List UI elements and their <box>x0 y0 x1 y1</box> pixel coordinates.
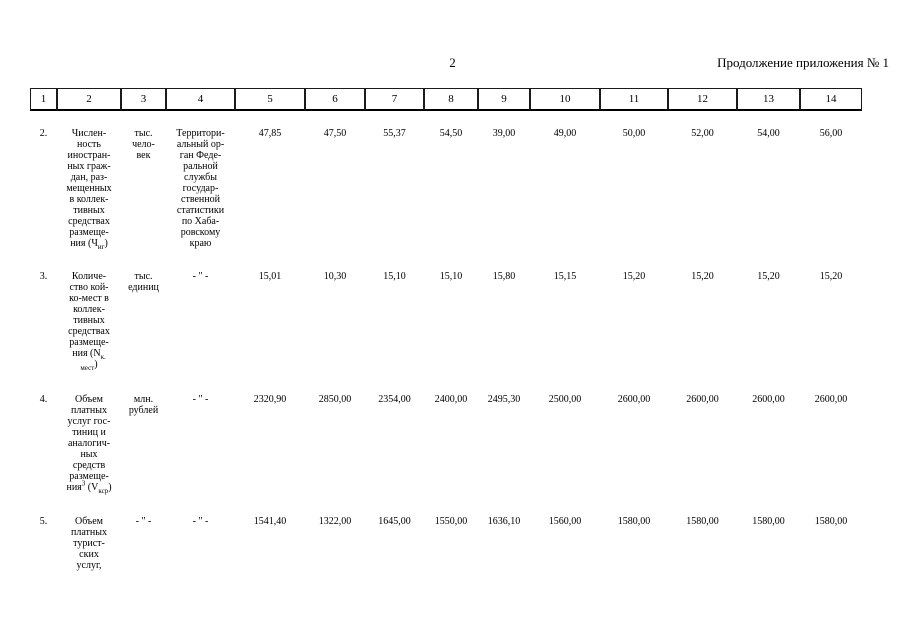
value-cell: 55,37 <box>383 128 406 139</box>
table-row: 2. Числен-ность иностран-ных граж-дан, ра… <box>30 111 862 271</box>
value-cell: 47,50 <box>323 128 347 139</box>
value-cell: 47,85 <box>258 128 282 139</box>
value-cell: 15,20 <box>757 271 780 282</box>
col-header-4: 4 <box>166 88 235 111</box>
value-cell: 15,20 <box>691 271 714 282</box>
page-number: 2 <box>449 55 456 70</box>
unit-cell: тыс. чело-век <box>132 128 155 161</box>
value-cell: 1580,00 <box>617 516 651 527</box>
value-cell: 39,00 <box>492 128 516 139</box>
value-cell: 49,00 <box>553 128 577 139</box>
value-cell: 15,20 <box>622 271 646 282</box>
row-number-cell: 5. <box>39 516 48 527</box>
unit-cell: - " - <box>135 516 152 527</box>
col-header-2: 2 <box>57 88 121 111</box>
row-number-cell: 3. <box>39 271 48 282</box>
value-cell: 1636,10 <box>487 516 521 527</box>
value-cell: 15,01 <box>258 271 282 282</box>
value-cell: 54,50 <box>439 128 463 139</box>
value-cell: 15,10 <box>383 271 406 282</box>
col-header-3: 3 <box>121 88 166 111</box>
value-cell: 15,20 <box>819 271 843 282</box>
continuation-label: Продолжение приложения № 1 <box>717 55 889 70</box>
table-row: 3. Количе-ство кой-ко-мест в коллек-тивны… <box>30 271 862 394</box>
value-cell: 52,00 <box>691 128 714 139</box>
value-cell: 2400,00 <box>434 394 468 405</box>
value-cell: 1580,00 <box>814 516 848 527</box>
source-cell: - " - <box>192 394 209 405</box>
value-cell: 2320,90 <box>253 394 287 405</box>
value-cell: 2850,00 <box>318 394 352 405</box>
value-cell: 15,15 <box>553 271 577 282</box>
value-cell: 50,00 <box>622 128 646 139</box>
value-cell: 54,00 <box>757 128 780 139</box>
unit-cell: млн. рублей <box>128 394 159 416</box>
value-cell: 2500,00 <box>548 394 582 405</box>
table-row: 5. Объем платных турист-ских услуг, - " - -… <box>30 516 862 626</box>
col-header-13: 13 <box>737 88 800 111</box>
col-header-9: 9 <box>478 88 530 111</box>
row-number-cell: 2. <box>39 128 48 139</box>
value-cell: 15,80 <box>492 271 516 282</box>
indicator-cell: Объем платных услуг гос-тиниц и аналогич-ны… <box>66 394 112 495</box>
column-number-header: 1 2 3 4 5 6 7 8 9 10 11 12 13 14 <box>30 88 862 111</box>
statistics-table: 1 2 3 4 5 6 7 8 9 10 11 12 13 14 2. Числ… <box>30 88 862 626</box>
source-cell: - " - <box>192 271 209 282</box>
indicator-cell: Объем платных турист-ских услуг, <box>71 516 107 571</box>
value-cell: 1580,00 <box>686 516 719 527</box>
col-header-6: 6 <box>305 88 365 111</box>
value-cell: 1580,00 <box>752 516 785 527</box>
col-header-7: 7 <box>365 88 424 111</box>
page-header: 2 Продолжение приложения № 1 <box>0 55 905 71</box>
value-cell: 2495,30 <box>487 394 521 405</box>
value-cell: 1645,00 <box>378 516 411 527</box>
header-row: 1 2 3 4 5 6 7 8 9 10 11 12 13 14 <box>30 88 862 111</box>
value-cell: 56,00 <box>819 128 843 139</box>
source-cell: Территори-альный ор-ган Феде-ральной служ… <box>176 128 225 249</box>
col-header-8: 8 <box>424 88 478 111</box>
row-number-cell: 4. <box>39 394 48 405</box>
col-header-5: 5 <box>235 88 305 111</box>
value-cell: 15,10 <box>439 271 463 282</box>
col-header-11: 11 <box>600 88 668 111</box>
value-cell: 2600,00 <box>686 394 719 405</box>
unit-cell: тыс. единиц <box>128 271 159 293</box>
value-cell: 2600,00 <box>617 394 651 405</box>
value-cell: 1322,00 <box>318 516 352 527</box>
value-cell: 1550,00 <box>434 516 468 527</box>
col-header-1: 1 <box>30 88 57 111</box>
indicator-cell: Количе-ство кой-ко-мест в коллек-тивных ср… <box>68 271 110 372</box>
table-row: 4. Объем платных услуг гос-тиниц и аналогич… <box>30 394 862 516</box>
col-header-14: 14 <box>800 88 862 111</box>
source-cell: - " - <box>192 516 209 527</box>
value-cell: 2600,00 <box>752 394 785 405</box>
value-cell: 2600,00 <box>814 394 848 405</box>
value-cell: 2354,00 <box>378 394 411 405</box>
value-cell: 1541,40 <box>253 516 287 527</box>
col-header-10: 10 <box>530 88 600 111</box>
col-header-12: 12 <box>668 88 737 111</box>
value-cell: 1560,00 <box>548 516 582 527</box>
value-cell: 10,30 <box>323 271 347 282</box>
indicator-cell: Числен-ность иностран-ных граж-дан, раз-м… <box>66 128 112 251</box>
